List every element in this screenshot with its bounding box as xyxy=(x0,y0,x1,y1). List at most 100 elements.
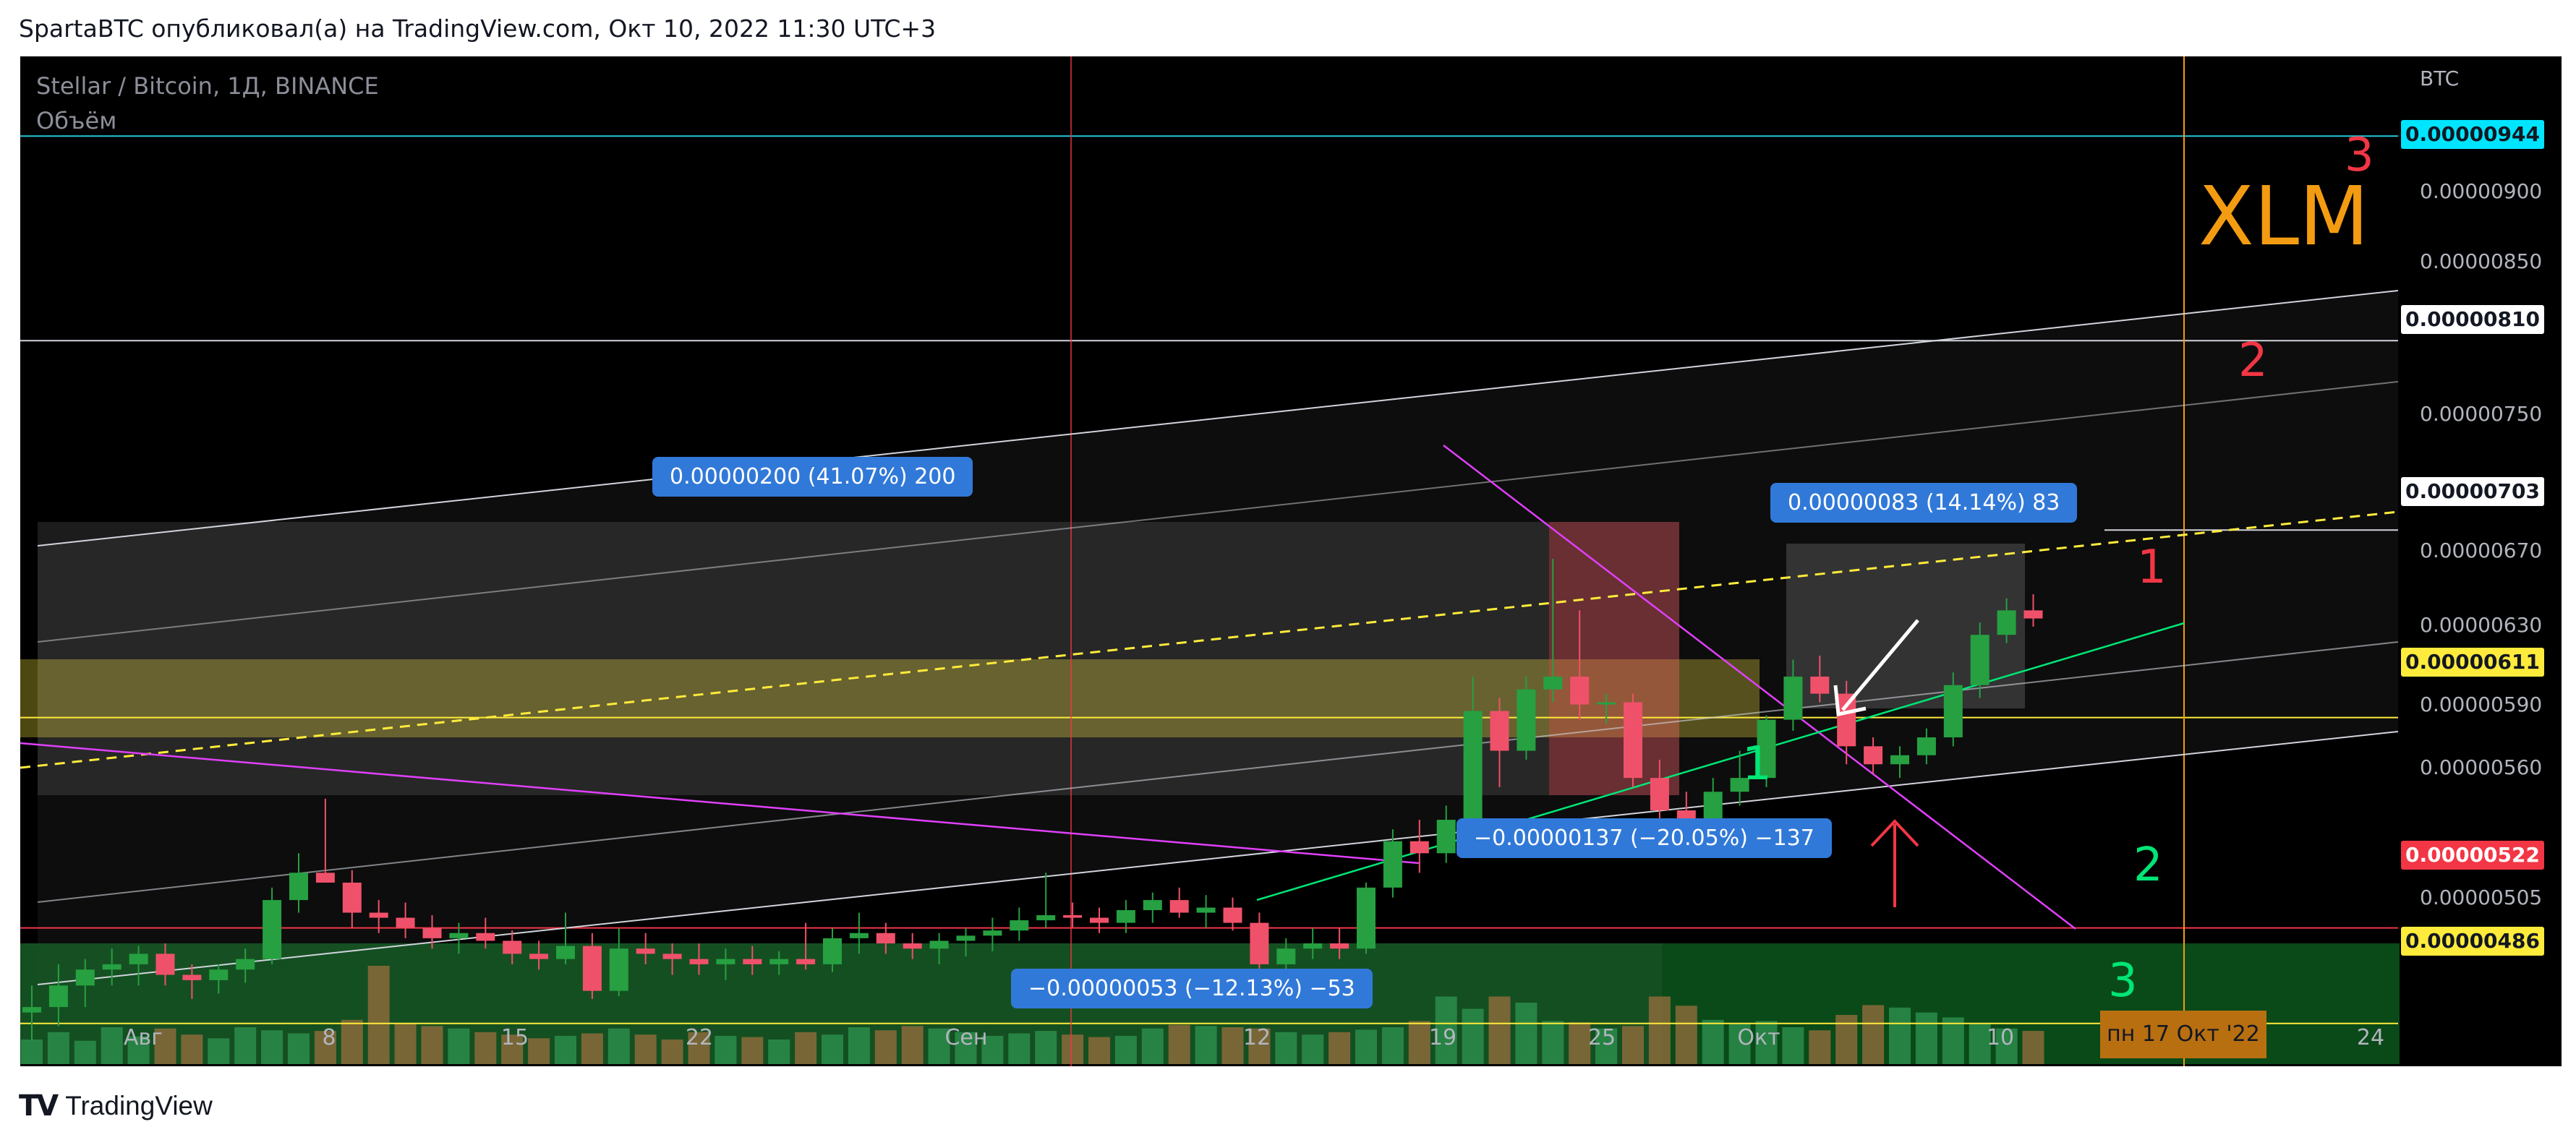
y-tick-label: 0.00000560 xyxy=(2420,755,2543,779)
volume-bar xyxy=(1569,1022,1591,1064)
candle-body xyxy=(743,959,762,964)
candle-body xyxy=(1517,689,1536,751)
measure-label-down-low[interactable]: −0.00000053 (−12.13%) −53 xyxy=(1011,969,1373,1008)
candle-body xyxy=(396,917,415,928)
candle-body xyxy=(529,953,549,959)
volume-bar xyxy=(181,1034,203,1064)
currency-label: BTC xyxy=(2420,67,2460,90)
y-tick-label: 0.00000505 xyxy=(2420,886,2543,909)
volume-label: Объём xyxy=(36,107,117,134)
crosshair-date-flag: пн 17 Окт '22 xyxy=(2100,1011,2266,1058)
volume-bar xyxy=(795,1032,817,1064)
volume-bar xyxy=(314,1031,336,1064)
volume-bar xyxy=(928,1028,950,1064)
volume-bar xyxy=(234,1027,257,1064)
candle-body xyxy=(1036,915,1056,921)
volume-bar xyxy=(955,1032,977,1064)
volume-bar xyxy=(1221,1027,1244,1064)
price-flag-611: 0.00000611 xyxy=(2401,648,2544,677)
wave-number-red-3: 3 xyxy=(2345,129,2374,182)
volume-bar xyxy=(288,1033,310,1064)
x-tick-label: 24 xyxy=(2356,1025,2385,1050)
candle-body xyxy=(1864,746,1883,765)
volume-layer xyxy=(21,966,2044,1064)
candle-body xyxy=(1890,755,1909,765)
volume-bar xyxy=(1835,1015,1858,1064)
volume-bar xyxy=(341,1019,363,1064)
tradingview-logo-icon: TV xyxy=(19,1089,59,1123)
candle-body xyxy=(956,935,976,941)
volume-bar xyxy=(1648,996,1671,1064)
candle-body xyxy=(422,927,442,938)
candle-body xyxy=(182,974,202,980)
candle-body xyxy=(1570,676,1590,705)
candles-layer xyxy=(22,559,2043,1040)
volume-bar xyxy=(367,966,390,1064)
x-tick-label: Сен xyxy=(944,1025,988,1050)
volume-bar xyxy=(1889,1007,1911,1064)
footer-brand[interactable]: TV TradingView xyxy=(19,1084,213,1128)
candle-body xyxy=(1597,702,1616,705)
volume-bar xyxy=(47,1032,69,1064)
candle-body xyxy=(796,959,816,964)
candle-body xyxy=(769,959,789,964)
measure-label-up-large[interactable]: 0.00000200 (41.07%) 200 xyxy=(652,457,973,497)
decline-zone-red xyxy=(1549,522,1679,795)
channel-mid-line xyxy=(37,381,2399,643)
watermark-symbol: XLM xyxy=(2198,170,2369,264)
volume-bar xyxy=(127,1036,150,1064)
candle-body xyxy=(476,933,495,941)
volume-bar xyxy=(1435,996,1457,1064)
candle-body xyxy=(1463,711,1483,820)
candle-body xyxy=(1490,711,1509,751)
volume-bar xyxy=(1141,1028,1164,1064)
candle-body xyxy=(983,930,1002,936)
volume-bar xyxy=(1062,1034,1084,1064)
x-tick-label: Авг xyxy=(124,1025,163,1050)
candle-body xyxy=(315,873,335,883)
wave-number-red-2: 2 xyxy=(2238,334,2268,387)
x-tick-label: Окт xyxy=(1737,1025,1780,1050)
y-tick-label: 0.00000590 xyxy=(2420,693,2543,716)
y-tick-label: 0.00000670 xyxy=(2420,539,2543,562)
x-tick-label: 10 xyxy=(1986,1025,2015,1050)
descending-trendline xyxy=(20,742,1420,865)
candle-body xyxy=(1837,693,1856,747)
price-flag-703: 0.00000703 xyxy=(2401,477,2544,506)
candle-body xyxy=(236,959,255,970)
volume-bar xyxy=(1035,1031,1057,1064)
candle-body xyxy=(342,882,362,913)
volume-bar xyxy=(688,1032,710,1064)
volume-bar xyxy=(474,1032,497,1064)
candle-body xyxy=(289,873,308,901)
volume-bar xyxy=(1515,1003,1538,1064)
wave-number-red-1: 1 xyxy=(2137,541,2167,594)
volume-bar xyxy=(715,1035,737,1064)
candle-body xyxy=(1276,948,1296,964)
candle-body xyxy=(1970,635,1989,685)
red-arrow-head xyxy=(1870,819,1919,847)
candle-body xyxy=(1330,943,1349,949)
candle-body xyxy=(1997,610,2016,635)
candle-body xyxy=(609,948,628,991)
volume-bar xyxy=(208,1038,230,1064)
measure-label-down-mid[interactable]: −0.00000137 (−20.05%) −137 xyxy=(1457,818,1832,858)
candle-body xyxy=(636,948,655,954)
measure-label-up-small[interactable]: 0.00000083 (14.14%) 83 xyxy=(1770,483,2078,523)
candle-body xyxy=(876,933,895,944)
candle-body xyxy=(556,946,575,959)
candle-body xyxy=(1223,907,1242,923)
volume-bar xyxy=(1702,1019,1724,1064)
arrows-layer xyxy=(1833,619,1919,907)
candle-body xyxy=(1063,915,1083,918)
price-flag-522: 0.00000522 xyxy=(2401,841,2544,870)
candle-body xyxy=(929,940,949,949)
volume-bar xyxy=(2022,1031,2044,1064)
candle-body xyxy=(1650,778,1669,811)
volume-bar xyxy=(1408,1021,1430,1064)
candle-body xyxy=(1436,820,1456,854)
footer-brand-text: TradingView xyxy=(65,1091,213,1120)
volume-bar xyxy=(1248,1028,1271,1064)
candle-body xyxy=(2023,610,2043,619)
